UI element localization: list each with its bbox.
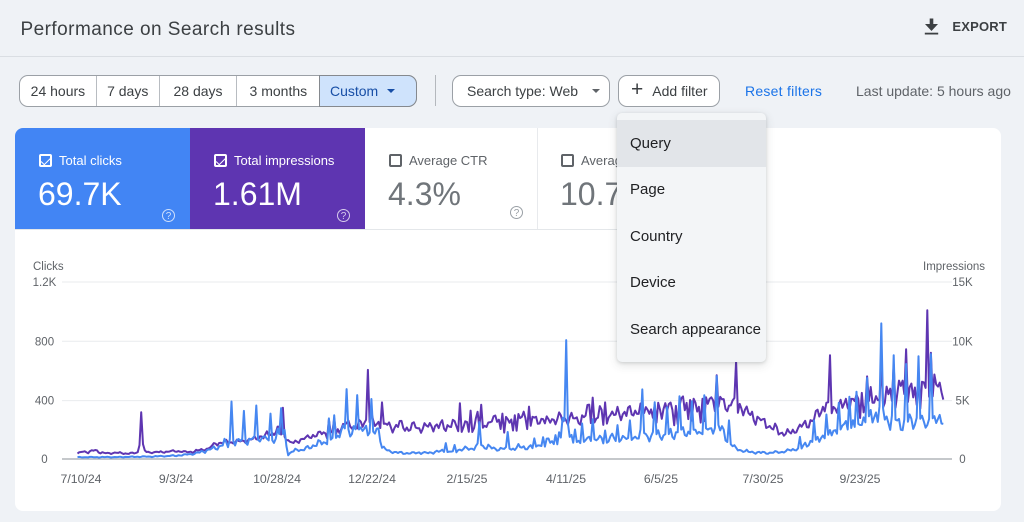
svg-text:800: 800 [35,336,54,348]
svg-text:2/15/25: 2/15/25 [446,472,487,486]
svg-text:10/28/24: 10/28/24 [253,472,301,486]
svg-text:5K: 5K [955,396,969,408]
svg-text:9/23/25: 9/23/25 [839,472,880,486]
svg-text:7/30/25: 7/30/25 [742,472,783,486]
svg-text:9/3/24: 9/3/24 [159,472,193,486]
svg-text:0: 0 [41,454,47,466]
svg-text:6/5/25: 6/5/25 [644,472,678,486]
svg-text:15K: 15K [952,277,973,289]
svg-text:Clicks: Clicks [33,261,64,273]
svg-text:12/22/24: 12/22/24 [348,472,396,486]
svg-text:Impressions: Impressions [923,261,985,273]
svg-text:1.2K: 1.2K [33,277,57,289]
svg-text:10K: 10K [952,336,973,348]
svg-text:4/11/25: 4/11/25 [546,472,586,486]
svg-text:7/10/24: 7/10/24 [60,472,101,486]
svg-text:400: 400 [35,396,54,408]
svg-text:0: 0 [959,454,965,466]
